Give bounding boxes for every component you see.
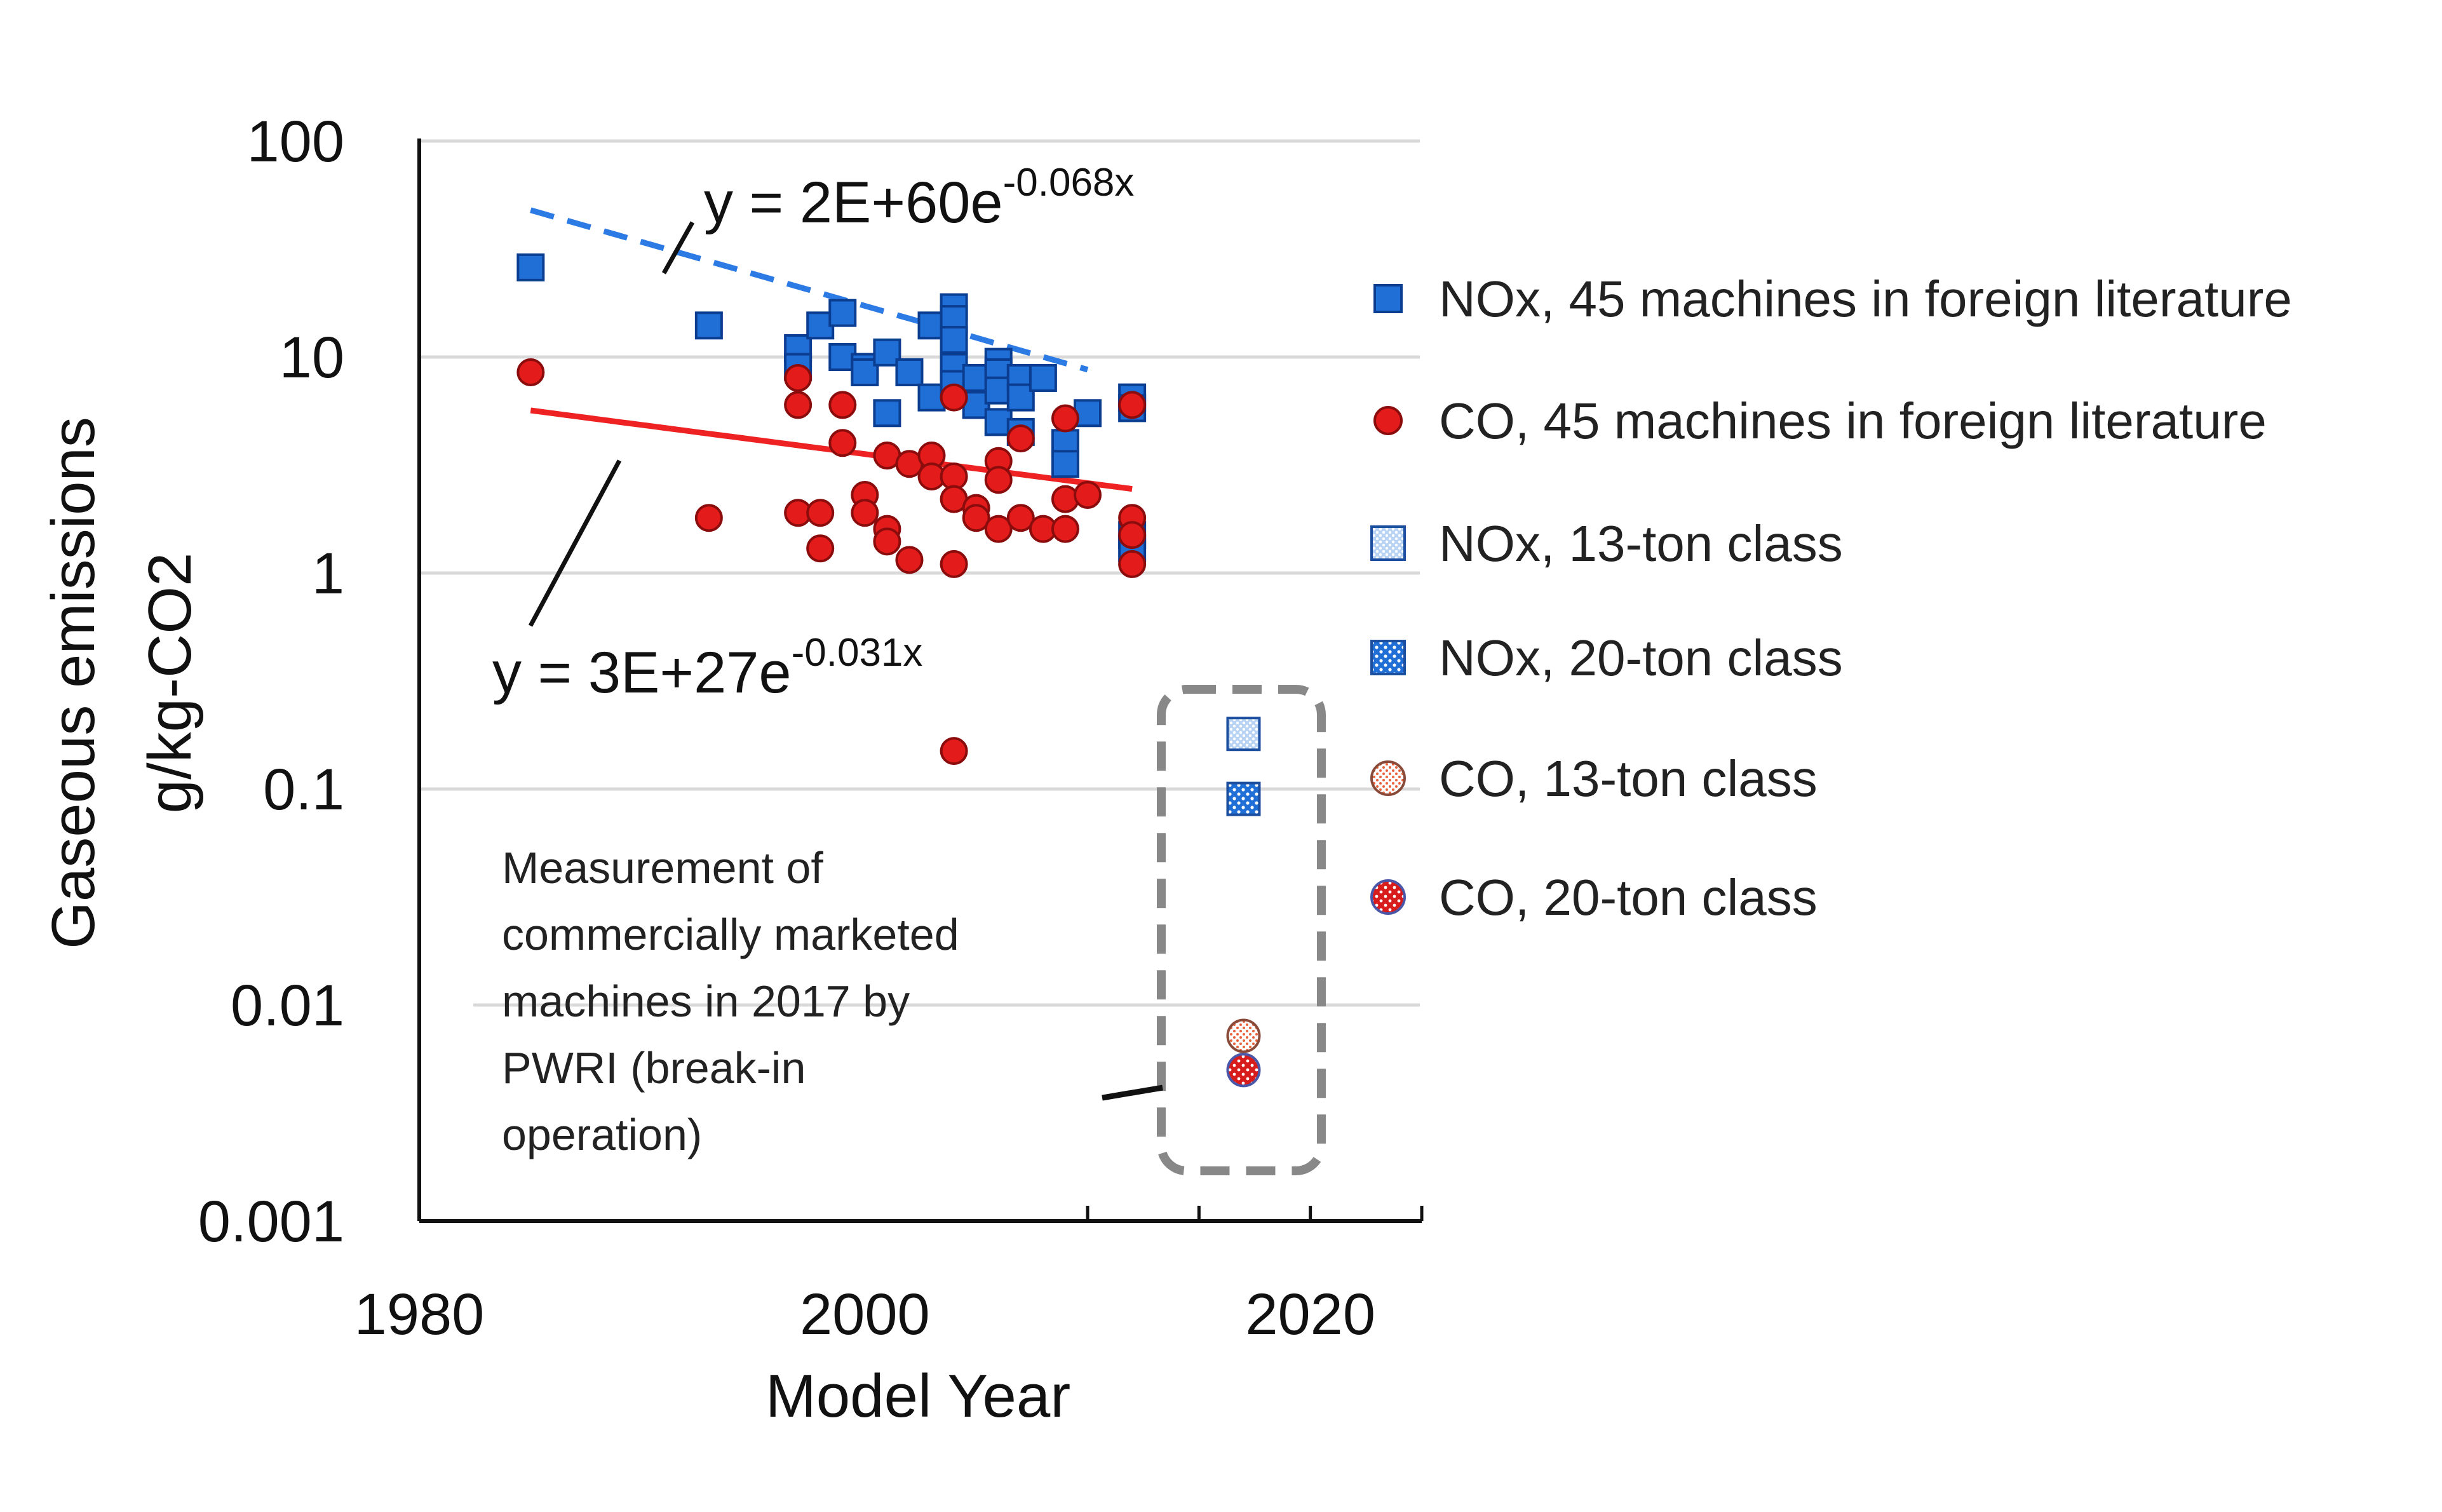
- co_foreign-point-35: [1118, 391, 1147, 419]
- co_foreign-point-34: [1074, 481, 1102, 510]
- legend-label-nox_20: NOx, 20-ton class: [1439, 630, 1843, 686]
- co_foreign-point-26: [984, 466, 1013, 494]
- legend-label-co_foreign: CO, 45 machines in foreign literature: [1439, 393, 2267, 449]
- co_foreign-point-22: [940, 737, 968, 766]
- co-equation-leader: [528, 459, 622, 627]
- x-tick-label-1980: 1980: [354, 1282, 485, 1347]
- annotation-line-1: commercially marketed: [502, 910, 959, 959]
- co_20-point-0: [1226, 1053, 1261, 1088]
- legend-marker-nox_13: [1370, 525, 1406, 561]
- legend-marker-nox_foreign: [1373, 284, 1403, 313]
- legend: NOx, 45 machines in foreign literature CO…: [1370, 271, 2292, 926]
- y-tick-label-4: 0.01: [231, 973, 344, 1038]
- co_foreign-point-5: [806, 499, 835, 527]
- nox_foreign-point-10: [873, 399, 901, 428]
- annotation-leader: [1102, 1084, 1163, 1101]
- nox-equation-exponent: -0.068x: [1003, 161, 1135, 205]
- nox_foreign-point-1: [694, 311, 723, 340]
- y-tick-label-2: 1: [312, 541, 344, 606]
- co_foreign-point-7: [828, 391, 857, 419]
- co-equation-exponent: -0.031x: [792, 631, 923, 675]
- co_foreign-point-29: [1006, 504, 1035, 532]
- co_foreign-point-13: [873, 527, 901, 556]
- nox_foreign-point-28: [1029, 363, 1057, 392]
- nox-trend-equation: y = 2E+60e-0.068x: [704, 161, 1134, 235]
- y-tick-label-3: 0.1: [263, 757, 344, 822]
- trendline-nox_foreign: [530, 207, 1089, 373]
- co_13-point-0: [1226, 1018, 1261, 1053]
- co_foreign-point-1: [694, 504, 723, 532]
- x-tick-label-2000: 2000: [800, 1282, 930, 1347]
- co_foreign-point-37: [1118, 521, 1147, 550]
- y-axis-title-line2: g/kg-CO2: [136, 553, 204, 814]
- legend-marker-co_20: [1370, 879, 1406, 915]
- nox_20-point-0: [1226, 781, 1261, 816]
- co_foreign-point-0: [516, 358, 545, 386]
- nox_13-point-0: [1226, 717, 1261, 752]
- y-tick-label-5: 0.001: [198, 1189, 344, 1254]
- pwri-annotation: Measurement of commercially marketed machi…: [502, 843, 959, 1159]
- co_foreign-point-33: [1051, 515, 1079, 543]
- co_foreign-point-15: [895, 546, 924, 574]
- nox_foreign-point-30: [1051, 450, 1079, 478]
- co_foreign-point-38: [1118, 550, 1147, 578]
- co_foreign-point-31: [1051, 404, 1079, 433]
- co_foreign-point-2: [784, 363, 813, 392]
- co_foreign-point-3: [784, 391, 813, 419]
- nox_foreign-point-5: [828, 299, 857, 327]
- nox-equation-main: y = 2E+60e: [704, 170, 1003, 235]
- axes: [417, 138, 1424, 1223]
- nox_foreign-point-11: [895, 358, 924, 386]
- legend-marker-nox_20: [1370, 640, 1406, 675]
- nox_foreign-point-0: [516, 253, 545, 281]
- co_foreign-point-10: [851, 499, 879, 527]
- x-tick-label-2020: 2020: [1245, 1282, 1375, 1347]
- nox_foreign-point-16: [940, 326, 968, 354]
- tick-labels: 1980 2000 2020 100 10 1 0.1 0.01 0.001: [198, 109, 1375, 1347]
- y-tick-label-1: 10: [280, 325, 344, 390]
- y-axis-title-line1: Gaseous emissions: [39, 417, 107, 949]
- legend-label-nox_foreign: NOx, 45 machines in foreign literature: [1439, 271, 2292, 327]
- y-tick-label-0: 100: [247, 109, 345, 174]
- annotation-line-0: Measurement of: [502, 843, 823, 893]
- nox_foreign-point-31: [1074, 399, 1102, 428]
- co_foreign-point-18: [940, 383, 968, 412]
- co-trend-equation: y = 3E+27e-0.031x: [492, 631, 922, 705]
- co-equation-main: y = 3E+27e: [492, 640, 792, 705]
- pwri-highlight-box: [1157, 685, 1326, 1175]
- data-points: [516, 253, 1261, 1088]
- co_foreign-point-28: [1006, 424, 1035, 453]
- co_foreign-point-8: [828, 429, 857, 457]
- co_foreign-point-21: [940, 550, 968, 578]
- co_foreign-point-6: [806, 534, 835, 563]
- legend-marker-co_13: [1370, 760, 1406, 796]
- annotation-line-4: operation): [502, 1110, 702, 1159]
- legend-marker-co_foreign: [1373, 406, 1403, 435]
- x-axis-title: Model Year: [766, 1362, 1070, 1430]
- annotation-line-2: machines in 2017 by: [502, 976, 910, 1026]
- legend-label-co_20: CO, 20-ton class: [1439, 869, 1818, 926]
- co_foreign-point-27: [984, 515, 1013, 543]
- legend-label-nox_13: NOx, 13-ton class: [1439, 515, 1843, 572]
- co_foreign-point-32: [1051, 485, 1079, 513]
- legend-label-co_13: CO, 13-ton class: [1439, 750, 1818, 807]
- nox-equation-leader: [661, 221, 695, 274]
- co_foreign-point-24: [962, 504, 990, 532]
- annotation-line-3: PWRI (break-in: [502, 1043, 806, 1093]
